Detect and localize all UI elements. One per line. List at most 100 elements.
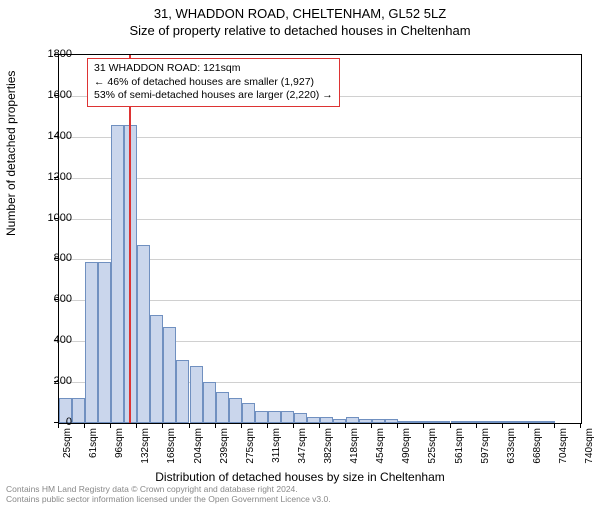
x-tick-mark: [215, 424, 216, 428]
grid-line: [59, 178, 581, 179]
histogram-bar: [137, 245, 150, 423]
anno-line1: 31 WHADDON ROAD: 121sqm: [94, 62, 333, 76]
histogram-bar: [464, 421, 477, 423]
histogram-bar: [372, 419, 385, 423]
x-tick-mark: [554, 424, 555, 428]
x-tick-mark: [58, 424, 59, 428]
histogram-bar: [451, 421, 464, 423]
histogram-bar: [542, 421, 555, 423]
histogram-bar: [85, 262, 98, 424]
x-tick-mark: [371, 424, 372, 428]
grid-line: [59, 137, 581, 138]
property-marker-line: [129, 55, 131, 423]
x-tick-mark: [136, 424, 137, 428]
histogram-bar: [111, 125, 124, 423]
x-tick-mark: [450, 424, 451, 428]
x-tick-label: 525sqm: [427, 428, 438, 470]
x-tick-label: 668sqm: [532, 428, 543, 470]
y-tick-label: 1600: [44, 89, 72, 101]
x-tick-mark: [84, 424, 85, 428]
histogram-bar: [333, 419, 346, 423]
anno-line2: ← 46% of detached houses are smaller (1,…: [94, 76, 333, 90]
histogram-bar: [163, 327, 176, 423]
histogram-bar: [411, 421, 424, 423]
x-tick-mark: [293, 424, 294, 428]
y-tick-label: 200: [44, 375, 72, 387]
x-tick-mark: [528, 424, 529, 428]
y-tick-mark: [54, 54, 58, 55]
histogram-bar: [490, 421, 503, 423]
y-tick-label: 1400: [44, 130, 72, 142]
x-tick-label: 633sqm: [506, 428, 517, 470]
y-axis-label: Number of detached properties: [4, 71, 18, 236]
x-tick-label: 347sqm: [297, 428, 308, 470]
histogram-bar: [203, 382, 216, 423]
y-tick-mark: [54, 177, 58, 178]
x-tick-label: 204sqm: [193, 428, 204, 470]
histogram-bar: [190, 366, 203, 423]
y-tick-mark: [54, 136, 58, 137]
y-tick-label: 1000: [44, 212, 72, 224]
histogram-bar: [98, 262, 111, 424]
chart-container: 31, WHADDON ROAD, CHELTENHAM, GL52 5LZ S…: [0, 6, 600, 506]
x-tick-label: 740sqm: [584, 428, 595, 470]
x-tick-label: 25sqm: [62, 428, 73, 470]
y-tick-label: 600: [44, 293, 72, 305]
x-tick-mark: [241, 424, 242, 428]
x-tick-label: 239sqm: [219, 428, 230, 470]
histogram-bar: [242, 403, 255, 423]
footer-line1: Contains HM Land Registry data © Crown c…: [6, 484, 331, 494]
histogram-bar: [424, 421, 437, 423]
x-tick-label: 132sqm: [140, 428, 151, 470]
x-tick-mark: [502, 424, 503, 428]
x-tick-label: 597sqm: [480, 428, 491, 470]
histogram-bar: [281, 411, 294, 423]
x-tick-label: 704sqm: [558, 428, 569, 470]
x-axis-label: Distribution of detached houses by size …: [0, 470, 600, 484]
histogram-bar: [346, 417, 359, 423]
x-tick-mark: [423, 424, 424, 428]
x-tick-label: 490sqm: [401, 428, 412, 470]
x-tick-mark: [162, 424, 163, 428]
y-tick-mark: [54, 218, 58, 219]
x-tick-label: 96sqm: [114, 428, 125, 470]
histogram-bar: [268, 411, 281, 423]
histogram-bar: [385, 419, 398, 423]
y-tick-mark: [54, 95, 58, 96]
grid-line: [59, 219, 581, 220]
histogram-bar: [529, 421, 542, 423]
x-tick-label: 561sqm: [454, 428, 465, 470]
histogram-bar: [398, 421, 411, 423]
y-tick-label: 400: [44, 334, 72, 346]
y-tick-mark: [54, 340, 58, 341]
x-tick-label: 418sqm: [349, 428, 360, 470]
chart-plot-area: 31 WHADDON ROAD: 121sqm ← 46% of detache…: [58, 54, 582, 424]
title-main: 31, WHADDON ROAD, CHELTENHAM, GL52 5LZ: [0, 6, 600, 21]
y-tick-mark: [54, 422, 58, 423]
histogram-bar: [437, 421, 450, 423]
y-tick-mark: [54, 299, 58, 300]
x-tick-mark: [345, 424, 346, 428]
x-tick-mark: [397, 424, 398, 428]
histogram-bar: [359, 419, 372, 423]
x-tick-mark: [580, 424, 581, 428]
anno-line3: 53% of semi-detached houses are larger (…: [94, 89, 333, 103]
title-sub: Size of property relative to detached ho…: [0, 23, 600, 38]
x-tick-label: 168sqm: [166, 428, 177, 470]
y-tick-label: 800: [44, 252, 72, 264]
y-tick-label: 1200: [44, 171, 72, 183]
footer-attribution: Contains HM Land Registry data © Crown c…: [6, 484, 331, 504]
annotation-box: 31 WHADDON ROAD: 121sqm ← 46% of detache…: [87, 58, 340, 107]
histogram-bar: [150, 315, 163, 423]
x-tick-label: 275sqm: [245, 428, 256, 470]
histogram-bar: [320, 417, 333, 423]
x-tick-label: 382sqm: [323, 428, 334, 470]
x-tick-label: 454sqm: [375, 428, 386, 470]
histogram-bar: [216, 392, 229, 423]
footer-line2: Contains public sector information licen…: [6, 494, 331, 504]
histogram-bar: [307, 417, 320, 423]
histogram-bar: [477, 421, 490, 423]
histogram-bar: [176, 360, 189, 423]
histogram-bar: [294, 413, 307, 423]
y-tick-mark: [54, 381, 58, 382]
